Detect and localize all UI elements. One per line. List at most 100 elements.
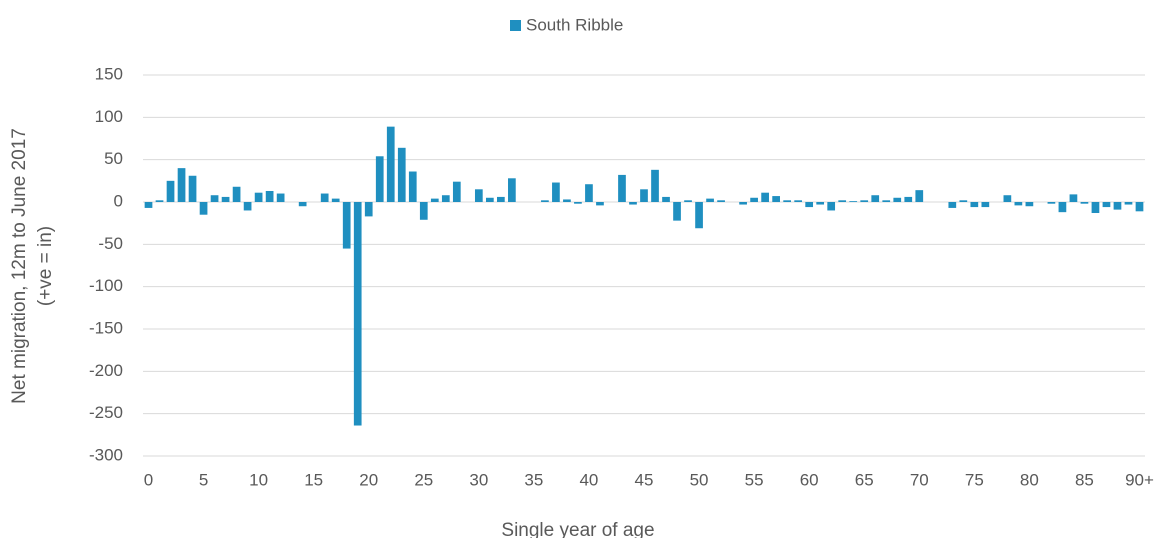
bar [210,195,219,202]
x-tick-label: 60 [800,470,819,489]
y-axis-title: (+ve = in) [35,226,56,306]
bar [408,171,417,202]
bar [177,168,186,202]
x-tick-label: 50 [690,470,709,489]
bar [430,198,439,202]
bar [375,156,384,202]
legend-swatch [510,20,521,31]
x-tick-label: 5 [199,470,208,489]
bar [772,196,780,202]
bar [871,195,880,202]
bar [1047,202,1056,204]
bar [199,202,208,215]
bar [441,195,450,202]
bar [364,202,373,217]
bar [419,202,428,220]
y-tick-label: -150 [89,318,123,337]
bar [904,196,913,202]
bar [298,202,307,207]
bar [970,202,979,208]
x-tick-label: 40 [579,470,598,489]
bar [651,169,659,202]
bar [816,202,825,205]
x-tick-label: 30 [469,470,488,489]
bar [1124,202,1133,205]
bar [805,202,814,208]
bar [1102,202,1111,208]
bar [508,178,516,202]
bar [750,197,758,202]
y-tick-label: 50 [104,149,123,168]
y-tick-label: -300 [89,445,123,464]
y-tick-label: 150 [95,64,123,83]
y-tick-label: 0 [114,191,123,210]
bar [882,200,891,202]
bar [1080,202,1089,204]
x-tick-label: 35 [524,470,543,489]
bar [596,202,604,206]
y-tick-label: -100 [89,276,123,295]
bar [948,202,957,208]
bar [386,126,395,202]
y-tick-label: -200 [89,361,123,380]
bar [1113,202,1122,210]
x-tick-label: 45 [635,470,654,489]
bar [541,200,549,202]
bar [618,174,626,202]
bar [706,198,714,202]
x-tick-label: 75 [965,470,984,489]
y-tick-label: -250 [89,403,123,422]
x-tick-label: 15 [304,470,323,489]
x-tick-label: 85 [1075,470,1094,489]
legend-label: South Ribble [526,15,623,34]
x-tick-label: 90+ [1125,470,1154,489]
x-tick-label: 70 [910,470,929,489]
bar [552,182,560,202]
bar [629,202,637,205]
bar [827,202,836,211]
bar [695,202,703,229]
bar [1003,195,1012,202]
bar [166,180,175,202]
bar [585,184,593,202]
bar [397,147,406,202]
bar [155,200,164,202]
bar [221,196,230,202]
bar [497,196,505,202]
bar [474,189,483,202]
bar [243,202,252,211]
bar [320,193,329,202]
bar [1069,194,1078,202]
x-tick-label: 0 [144,470,153,489]
bar [849,201,858,202]
bar [794,200,803,202]
x-tick-label: 10 [249,470,268,489]
bar [144,202,153,208]
x-tick-label: 80 [1020,470,1039,489]
x-tick-label: 20 [359,470,378,489]
bar [761,192,769,202]
y-tick-label: 100 [95,107,123,126]
bar [1014,202,1023,206]
bar [1135,202,1144,212]
bar [265,190,274,202]
bar [684,200,692,202]
bar [1091,202,1100,214]
bar [860,200,869,202]
x-axis-title: Single year of age [501,520,654,538]
y-tick-label: -50 [98,234,123,253]
bar [783,200,791,202]
bar [981,202,990,208]
bar [574,202,582,204]
bar [838,200,847,202]
bar [485,197,494,202]
bar [232,186,241,202]
x-tick-label: 25 [414,470,433,489]
bar [254,192,263,202]
bar [188,175,197,202]
bar [959,200,968,202]
bar [353,202,362,426]
bar [915,190,924,202]
x-tick-label: 55 [745,470,764,489]
